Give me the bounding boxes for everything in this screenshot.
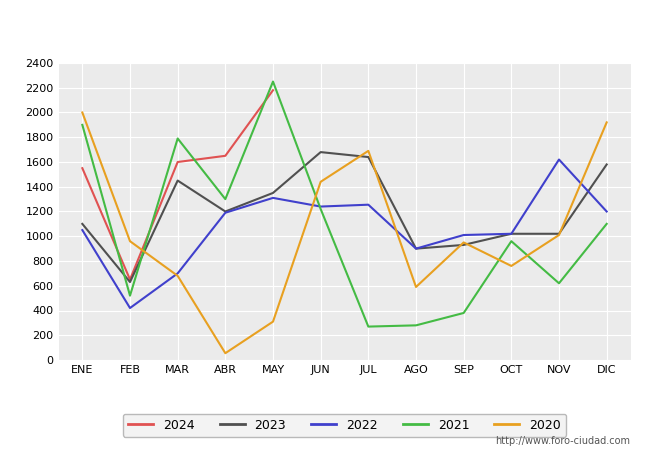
Text: http://www.foro-ciudad.com: http://www.foro-ciudad.com xyxy=(495,436,630,446)
Legend: 2024, 2023, 2022, 2021, 2020: 2024, 2023, 2022, 2021, 2020 xyxy=(123,414,566,437)
Text: Matriculaciones de Vehiculos en Patones: Matriculaciones de Vehiculos en Patones xyxy=(142,18,508,36)
